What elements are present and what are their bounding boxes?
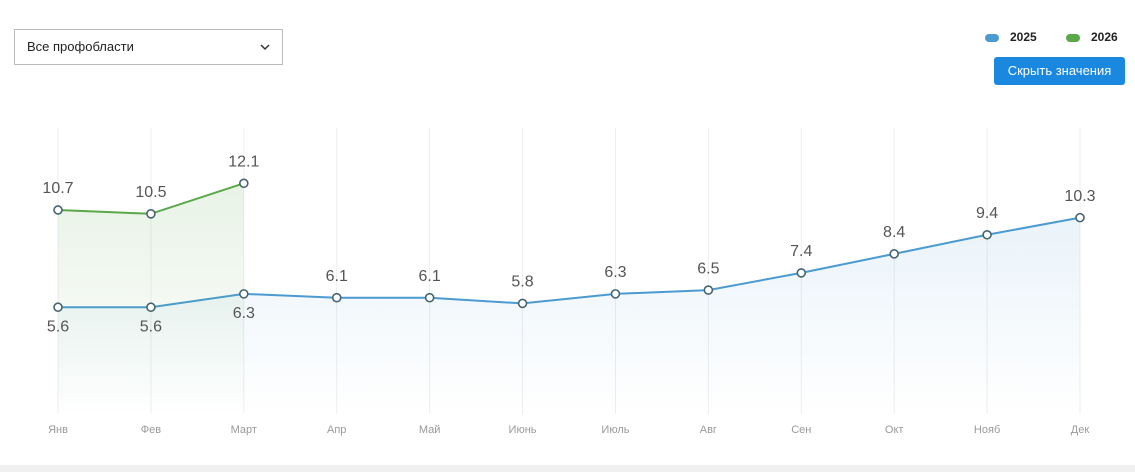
point [982,229,992,240]
legend-swatch [1066,34,1080,42]
point [239,289,249,299]
x-tick-label: Май [419,424,441,436]
area [58,217,1080,414]
point [610,289,621,299]
point [1075,212,1085,223]
x-tick-label: Сен [791,424,811,436]
point [703,285,714,295]
value-label: 9.4 [976,205,998,222]
x-tick-label: Июнь [509,424,537,436]
x-tick-label: Янв [48,424,68,436]
value-label: 6.5 [697,260,719,277]
x-tick-label: Июль [601,424,629,436]
value-label: 10.3 [1064,188,1095,205]
x-tick-label: Дек [1071,424,1090,436]
point [796,268,807,278]
value-label: 10.7 [42,180,73,197]
point [517,298,528,309]
x-tick-label: Апр [327,424,346,436]
value-label: 6.1 [326,268,348,285]
x-tick-label: Фев [141,424,161,436]
dropdown[interactable]: Все профобласти [14,29,283,65]
value-label: 6.3 [604,264,626,281]
value-label: 5.6 [140,318,162,335]
legend-label: 2026 [1091,30,1118,44]
value-label: 12.1 [228,154,259,171]
point [331,292,342,303]
point [239,178,249,189]
value-label: 7.4 [790,243,812,260]
value-label: 8.4 [883,224,905,241]
hide-values-button[interactable]: Скрыть значения [994,57,1125,85]
value-label: 5.6 [47,318,69,335]
value-label: 10.5 [135,184,166,201]
value-label: 5.8 [511,274,533,291]
legend-label: 2025 [1010,30,1037,44]
value-label: 6.3 [233,305,255,322]
legend-swatch [985,34,999,42]
dropdown-label: Все профобласти [27,39,134,54]
chevron [260,44,270,51]
point [146,302,156,313]
footer-strip [0,465,1135,472]
point [424,292,435,303]
x-tick-label: Окт [885,424,904,436]
area [58,183,244,414]
point [53,302,63,313]
x-tick-label: Март [231,424,257,436]
x-tick-label: Нояб [974,424,1000,436]
point [146,209,156,219]
point [53,205,63,215]
x-tick-label: Авг [700,424,717,436]
point [889,249,899,259]
value-label: 6.1 [419,268,441,285]
